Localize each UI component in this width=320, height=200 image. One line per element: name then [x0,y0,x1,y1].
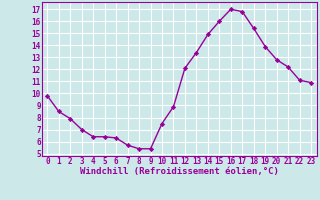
X-axis label: Windchill (Refroidissement éolien,°C): Windchill (Refroidissement éolien,°C) [80,167,279,176]
